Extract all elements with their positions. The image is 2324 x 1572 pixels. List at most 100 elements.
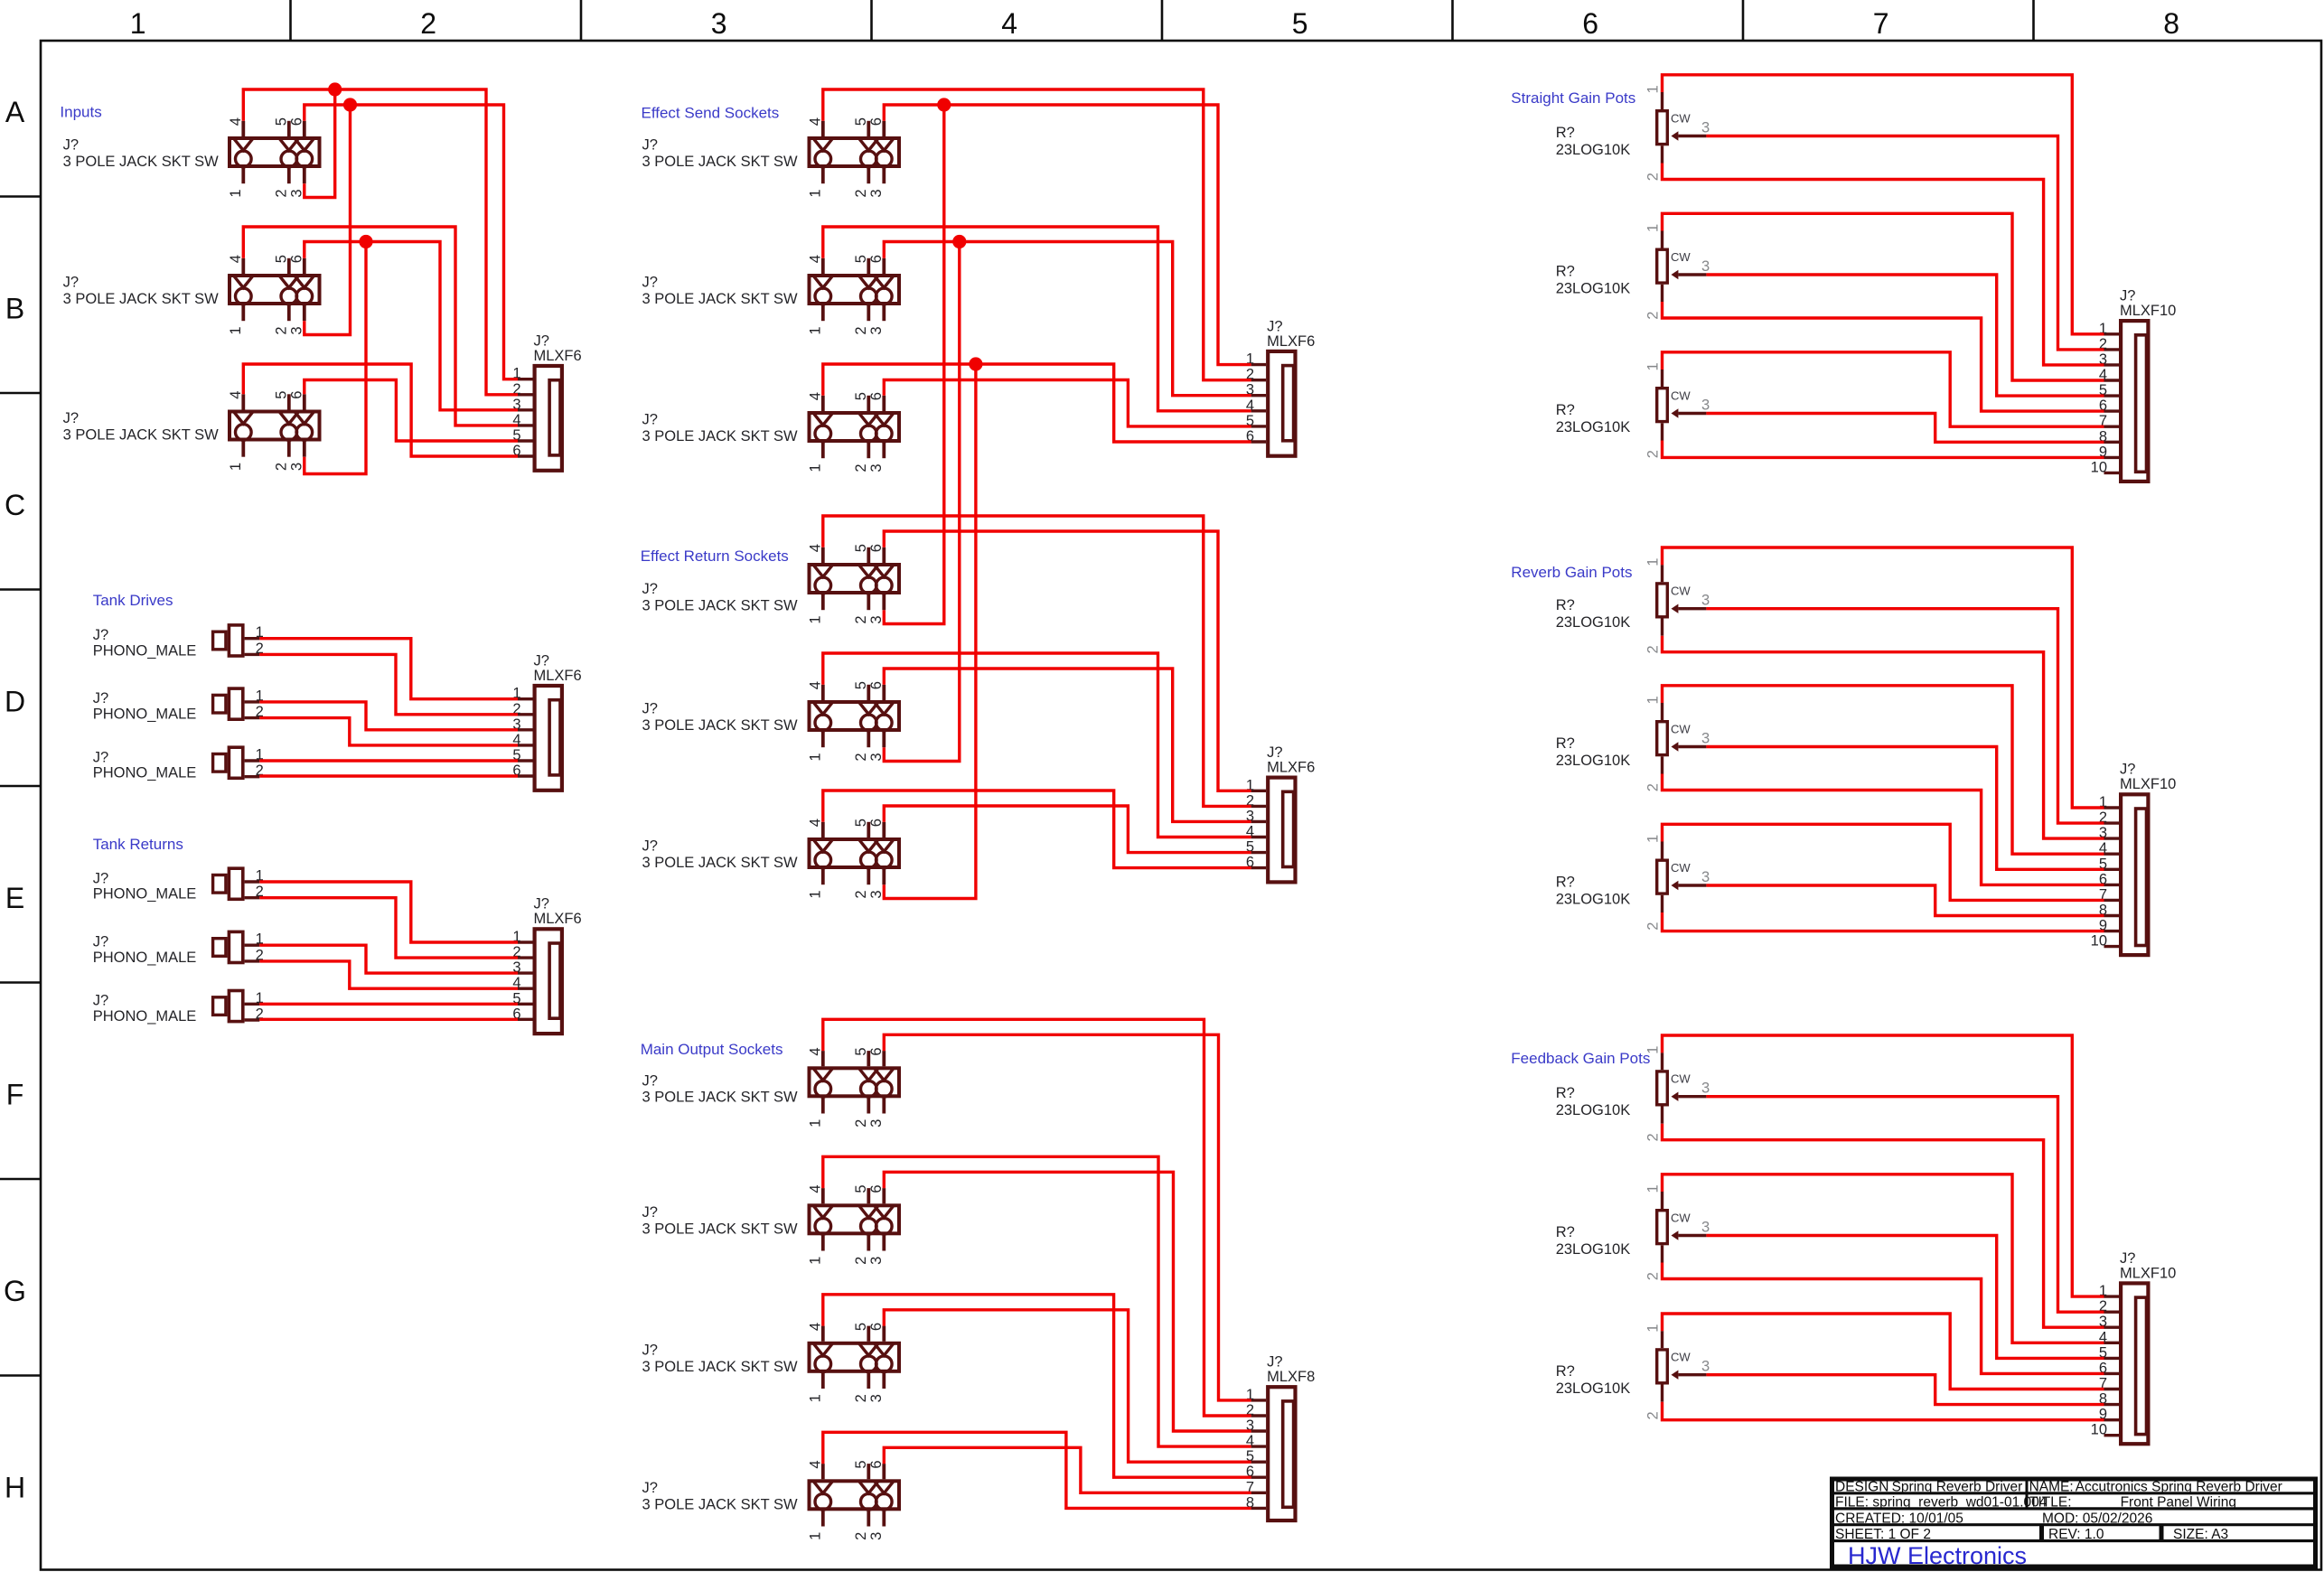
svg-text:5: 5	[1292, 7, 1308, 40]
svg-text:3: 3	[868, 615, 885, 623]
svg-text:23LOG10K: 23LOG10K	[1556, 614, 1631, 631]
svg-text:6: 6	[512, 763, 520, 779]
svg-text:1: 1	[228, 326, 244, 334]
svg-text:2: 2	[274, 189, 290, 197]
svg-text:MLXF10: MLXF10	[2120, 776, 2176, 792]
svg-text:MLXF6: MLXF6	[1267, 760, 1315, 776]
svg-text:2: 2	[256, 1006, 264, 1023]
svg-text:23LOG10K: 23LOG10K	[1556, 1380, 1631, 1397]
svg-text:5: 5	[853, 392, 869, 400]
svg-text:R?: R?	[1556, 735, 1575, 752]
svg-text:5: 5	[512, 747, 520, 763]
svg-text:1: 1	[808, 189, 824, 197]
svg-text:6: 6	[868, 1184, 885, 1193]
svg-text:3 POLE JACK SKT SW: 3 POLE JACK SKT SW	[642, 855, 799, 871]
svg-text:8: 8	[2099, 903, 2107, 919]
svg-text:4: 4	[1001, 7, 1017, 40]
svg-text:23LOG10K: 23LOG10K	[1556, 281, 1631, 297]
svg-text:1: 1	[1645, 696, 1661, 704]
svg-text:3: 3	[868, 1532, 885, 1540]
svg-text:1: 1	[256, 747, 264, 763]
svg-text:6: 6	[868, 255, 885, 263]
svg-text:3: 3	[1701, 731, 1710, 747]
svg-text:3: 3	[512, 716, 520, 733]
svg-text:1: 1	[256, 624, 264, 641]
svg-text:4: 4	[512, 975, 520, 991]
svg-text:3: 3	[1246, 1418, 1254, 1434]
svg-text:1: 1	[1645, 362, 1661, 370]
svg-text:1: 1	[808, 1119, 824, 1128]
svg-text:3 POLE JACK SKT SW: 3 POLE JACK SKT SW	[642, 428, 799, 444]
svg-text:Effect Return Sockets: Effect Return Sockets	[641, 547, 789, 565]
svg-text:J?: J?	[642, 701, 658, 717]
svg-text:1: 1	[1645, 224, 1661, 232]
svg-text:1: 1	[808, 615, 824, 623]
svg-text:J?: J?	[93, 870, 108, 886]
svg-text:CW: CW	[1671, 112, 1691, 126]
svg-text:5: 5	[853, 255, 869, 263]
svg-text:CREATED: 10/01/05: CREATED: 10/01/05	[1835, 1511, 1963, 1527]
svg-text:J?: J?	[534, 652, 549, 669]
svg-text:J?: J?	[93, 993, 108, 1009]
svg-text:Main Output Sockets: Main Output Sockets	[641, 1041, 783, 1058]
svg-text:MLXF8: MLXF8	[1267, 1369, 1315, 1385]
svg-text:6: 6	[868, 681, 885, 689]
svg-text:6: 6	[868, 819, 885, 827]
svg-text:3: 3	[1701, 1081, 1710, 1097]
svg-text:PHONO_MALE: PHONO_MALE	[93, 765, 197, 781]
svg-text:3: 3	[1701, 120, 1710, 136]
svg-text:3: 3	[2099, 825, 2107, 841]
svg-text:2: 2	[853, 1257, 869, 1265]
svg-text:3: 3	[1701, 1359, 1710, 1375]
svg-text:J?: J?	[642, 275, 658, 291]
svg-text:Inputs: Inputs	[60, 104, 101, 121]
svg-text:3: 3	[1701, 869, 1710, 885]
svg-text:1: 1	[256, 990, 264, 1006]
svg-text:CW: CW	[1671, 250, 1691, 264]
svg-text:2: 2	[2099, 809, 2107, 826]
svg-text:MLXF6: MLXF6	[1267, 333, 1315, 350]
svg-text:1: 1	[512, 929, 520, 945]
svg-text:8: 8	[1246, 1494, 1254, 1511]
svg-text:1: 1	[808, 1532, 824, 1540]
svg-text:2: 2	[853, 463, 869, 472]
svg-text:4: 4	[808, 1323, 824, 1331]
svg-text:2: 2	[512, 381, 520, 398]
svg-text:R?: R?	[1556, 875, 1575, 891]
svg-text:J?: J?	[642, 412, 658, 428]
svg-text:6: 6	[289, 391, 305, 399]
svg-text:7: 7	[1246, 1479, 1254, 1495]
svg-text:MOD: 05/02/2026: MOD: 05/02/2026	[2042, 1511, 2152, 1527]
svg-text:5: 5	[512, 990, 520, 1006]
svg-text:3: 3	[868, 189, 885, 197]
svg-text:6: 6	[868, 117, 885, 126]
svg-text:CW: CW	[1671, 1072, 1691, 1086]
svg-text:3 POLE JACK SKT SW: 3 POLE JACK SKT SW	[642, 154, 799, 170]
svg-text:4: 4	[228, 117, 244, 126]
svg-text:3 POLE JACK SKT SW: 3 POLE JACK SKT SW	[642, 1496, 799, 1512]
svg-text:10: 10	[2091, 459, 2107, 475]
svg-text:Spring Reverb Driver: Spring Reverb Driver	[1892, 1480, 2023, 1495]
svg-text:2: 2	[512, 944, 520, 960]
svg-text:3: 3	[512, 959, 520, 976]
svg-text:5: 5	[853, 819, 869, 827]
svg-text:2: 2	[274, 463, 290, 471]
svg-text:5: 5	[853, 1047, 869, 1055]
svg-text:4: 4	[2099, 840, 2107, 856]
svg-text:2: 2	[1246, 367, 1254, 383]
svg-text:3: 3	[289, 326, 305, 334]
svg-text:6: 6	[2099, 1360, 2107, 1376]
svg-text:J?: J?	[63, 410, 79, 426]
svg-text:CW: CW	[1671, 1212, 1691, 1225]
svg-text:5: 5	[853, 1460, 869, 1468]
svg-text:J?: J?	[1267, 318, 1282, 334]
svg-text:8: 8	[2099, 1391, 2107, 1408]
svg-text:1: 1	[2099, 794, 2107, 810]
svg-text:8: 8	[2099, 428, 2107, 444]
svg-text:J?: J?	[93, 690, 108, 706]
svg-text:6: 6	[2099, 398, 2107, 414]
svg-text:3: 3	[2099, 351, 2107, 368]
svg-text:Feedback Gain Pots: Feedback Gain Pots	[1511, 1050, 1650, 1067]
svg-text:NAME:: NAME:	[2029, 1480, 2074, 1495]
svg-text:2: 2	[274, 326, 290, 334]
